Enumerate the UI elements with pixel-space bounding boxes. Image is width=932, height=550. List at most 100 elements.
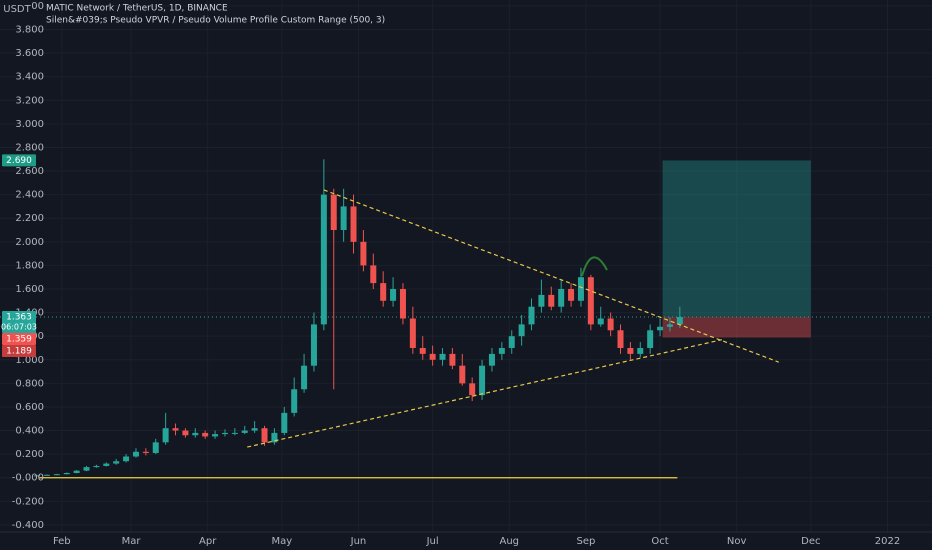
candle-body [192, 432, 199, 436]
y-tick-label: -0.200 [12, 496, 44, 507]
candle-body [212, 434, 219, 437]
y-tick-label: 2.000 [15, 237, 44, 248]
stop-zone [662, 316, 811, 338]
y-tick-label: 0.600 [15, 402, 44, 413]
candle-body [113, 461, 120, 464]
candle-body [83, 467, 90, 471]
candle-body [340, 206, 347, 231]
candle-body [350, 206, 357, 242]
candle-body [627, 347, 634, 354]
candle-body [587, 277, 594, 325]
x-tick-label: May [271, 536, 292, 547]
candle-body [607, 318, 614, 331]
candle-body [73, 470, 80, 474]
x-tick-label: Oct [651, 536, 668, 547]
y-tick-label: 0.400 [15, 426, 44, 437]
candle-body [182, 430, 189, 436]
y-tick-label: 1.600 [15, 284, 44, 295]
candle-body [221, 432, 228, 435]
x-tick-label: Jun [350, 536, 367, 547]
x-tick-label: Mar [122, 536, 142, 547]
candle-body [231, 432, 238, 434]
candle-body [528, 306, 535, 325]
y-tick-label: 3.800 [15, 24, 44, 35]
y-tick-label: 0.800 [15, 378, 44, 389]
x-tick-label: Nov [727, 536, 747, 547]
candle-body [360, 241, 367, 266]
indicator-title: Silen&#039;s Pseudo VPVR / Pseudo Volume… [46, 16, 385, 26]
y-tick-label: 2.400 [15, 190, 44, 201]
candle-body [172, 428, 179, 431]
candle-body [63, 473, 70, 475]
x-tick-label: Apr [199, 536, 217, 547]
candle-body [488, 353, 495, 366]
x-tick-label: Sep [576, 536, 595, 547]
x-tick-label: Jul [426, 536, 439, 547]
candle-body [429, 353, 436, 360]
y-tick-label: 2.200 [15, 213, 44, 224]
currency-label: USDT [3, 4, 31, 15]
candle-body [469, 383, 476, 396]
y-tick-label: 3.000 [15, 119, 44, 130]
candle-body [142, 451, 149, 453]
candle-body [132, 451, 139, 457]
price-label-box [2, 154, 36, 167]
countdown: 06:07:03 [1, 322, 37, 331]
candle-body [271, 432, 278, 443]
candle-body [43, 474, 50, 476]
candle-body [577, 277, 584, 301]
candle-body [518, 324, 525, 337]
candle-body [508, 336, 515, 348]
candle-body [419, 347, 426, 354]
candle-body [409, 318, 416, 348]
candle-body [498, 347, 505, 354]
x-tick-label: Dec [801, 536, 820, 547]
candle-body [548, 294, 555, 307]
candle-body [152, 442, 159, 453]
candle-body [162, 428, 169, 443]
y-tick-label: 3.200 [15, 95, 44, 106]
price-label-box [2, 310, 36, 333]
target-zone [662, 160, 811, 317]
candle-body [93, 465, 100, 468]
y-tick-label: 1.800 [15, 260, 44, 271]
candle-body [241, 430, 248, 433]
x-tick-label: 2022 [875, 536, 900, 547]
candle-body [53, 474, 60, 476]
candle-body [568, 289, 575, 301]
y-tick-label: 3.600 [15, 48, 44, 59]
y-tick-label: 2.800 [15, 142, 44, 153]
candle-body [390, 289, 397, 301]
price-label-box [2, 332, 36, 345]
y-tick-label: 3.400 [15, 72, 44, 83]
y-tick-label: 1.000 [15, 355, 44, 366]
candle-body [202, 432, 209, 437]
candle-body [320, 194, 327, 325]
candle-body [459, 365, 466, 384]
candle-body [103, 463, 110, 466]
candle-body [617, 330, 624, 348]
x-tick-label: Feb [53, 536, 71, 547]
price-label: 1.359 [6, 334, 32, 344]
candle-body [666, 324, 673, 327]
price-label: 1.189 [6, 346, 32, 356]
currency-box [2, 2, 32, 14]
candle-body [479, 365, 486, 396]
price-label-box [2, 344, 36, 357]
arc-drawing [581, 256, 608, 277]
y-tick-label: 0.200 [15, 449, 44, 460]
candle-body [449, 353, 456, 366]
candle-body [370, 265, 377, 284]
candle-body [281, 412, 288, 433]
candle-body [597, 318, 604, 325]
y-tick-label: -0.400 [12, 520, 44, 531]
candle-body [637, 347, 644, 354]
candle-body [380, 283, 387, 301]
price-label: 2.690 [6, 156, 32, 166]
plot [0, 159, 932, 479]
candle-body [123, 456, 130, 462]
